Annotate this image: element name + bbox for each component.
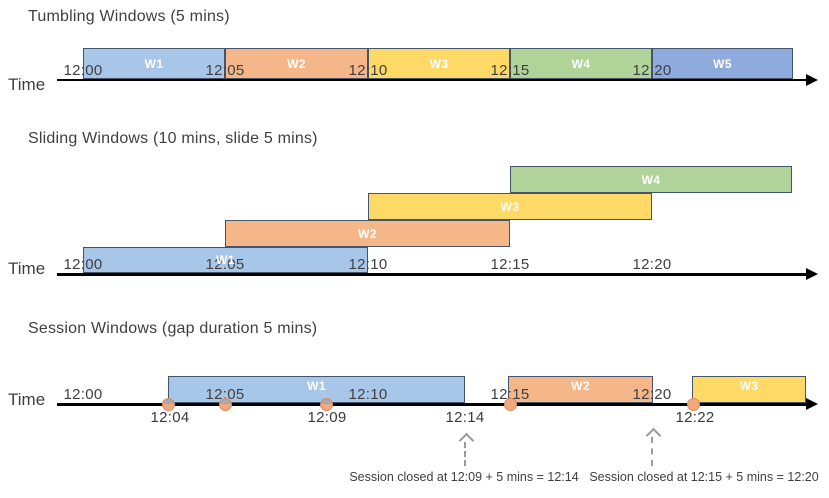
timeline-axis [57,402,806,406]
tick-label-sliding-1: 12:05 [205,255,245,273]
arrow-shaft [464,442,466,466]
tick-label-tumbling-4: 12:20 [632,62,672,79]
tick-label-session-1: 12:05 [205,385,245,403]
axis-arrowhead-icon [806,268,818,280]
axis-arrowhead-icon [806,398,818,410]
tick-label-tumbling-2: 12:10 [348,62,388,79]
event-dot-2 [320,398,333,411]
timeline-axis [57,79,806,81]
tick-label-tumbling-1: 12:05 [205,62,245,79]
event-time-label-0: 12:04 [150,409,190,426]
event-time-label-1: 12:09 [307,409,347,426]
annotation-text-1: Session closed at 12:15 + 5 mins = 12:20 [589,470,819,484]
tick-label-session-3: 12:15 [490,385,530,403]
window-bar-sliding-w2: W2 [225,220,510,247]
timeline-axis [57,272,806,276]
event-dot-4 [687,398,700,411]
tick-label-tumbling-3: 12:15 [490,62,530,79]
section-title-session: Session Windows (gap duration 5 mins) [28,320,318,337]
axis-arrowhead-icon [806,74,818,86]
window-bar-label: W2 [287,56,306,71]
time-axis-label: Time [8,390,46,409]
event-dot-0 [162,398,175,411]
section-title-tumbling: Tumbling Windows (5 mins) [28,8,230,25]
window-bar-session-w1: W1 [168,376,465,403]
window-bar-label: W3 [739,378,759,393]
window-bar-tumbling-w4: W4 [510,48,652,79]
window-bar-label: W3 [500,199,520,214]
window-bar-label: W4 [641,172,661,187]
tick-label-tumbling-0: 12:00 [63,62,103,79]
window-bar-label: W1 [144,56,164,71]
window-bar-tumbling-w1: W1 [83,48,225,79]
arrow-shaft [651,437,653,466]
tick-label-session-4: 12:20 [632,385,672,403]
window-bar-tumbling-w2: W2 [225,48,368,79]
window-bar-label: W1 [307,378,326,393]
window-bar-sliding-w4: W4 [510,166,792,193]
tick-label-sliding-3: 12:15 [490,255,530,273]
tick-label-sliding-0: 12:00 [63,255,103,273]
window-bar-label: W2 [358,226,377,241]
window-bar-label: W1 [216,253,235,267]
time-axis-label: Time [8,75,46,94]
tick-label-sliding-4: 12:20 [632,255,672,273]
arrow-chevron-icon [645,427,661,444]
window-bar-label: W3 [429,56,449,71]
window-bar-tumbling-w3: W3 [368,48,510,79]
window-bar-tumbling-w5: W5 [652,48,793,79]
tick-label-session-2: 12:10 [348,385,388,403]
section-title-sliding: Sliding Windows (10 mins, slide 5 mins) [28,130,318,147]
tick-label-sliding-2: 12:10 [348,255,388,273]
window-bar-sliding-w3: W3 [368,193,652,220]
event-dot-3 [504,398,517,411]
annotation-text-0: Session closed at 12:09 + 5 mins = 12:14 [349,470,579,484]
tick-label-session-0: 12:00 [63,385,103,403]
event-time-label-2: 12:14 [445,409,485,426]
time-axis-label: Time [8,259,46,278]
window-bar-label: W4 [571,56,591,71]
window-bar-label: W2 [571,378,590,393]
arrow-chevron-icon [458,432,474,449]
window-bar-session-w3: W3 [692,376,806,403]
event-time-label-3: 12:22 [675,409,715,426]
window-bar-label: W5 [713,56,732,71]
event-dot-1 [219,398,232,411]
window-bar-session-w2: W2 [508,376,653,403]
window-bar-sliding-w1: W1 [83,247,368,273]
